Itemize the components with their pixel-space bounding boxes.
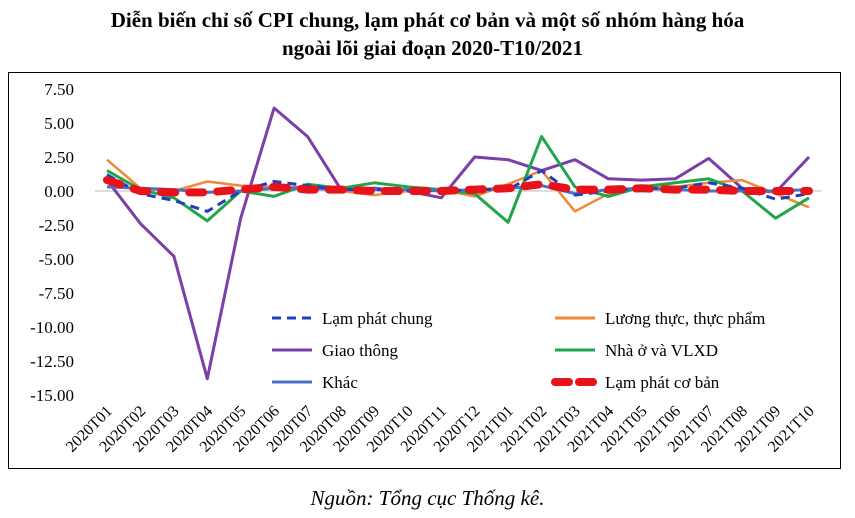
legend-label: Giao thông [322,341,399,360]
chart-title-line-2: ngoài lõi giai đoạn 2020-T10/2021 [281,36,584,60]
y-tick-label: -15.00 [30,386,74,405]
legend-label: Nhà ở và VLXD [605,341,718,360]
y-tick-label: -10.00 [30,318,74,337]
legend-label: Khác [322,373,358,392]
source-note: Nguồn: Tổng cục Thống kê. [310,486,545,510]
series-line-2 [105,106,811,381]
series-line-1 [106,158,810,213]
series-line-5 [103,176,813,197]
y-tick-label: 2.50 [44,148,74,167]
y-tick-label: 0.00 [44,182,74,201]
chart-title-line-1: Diễn biến chỉ số CPI chung, lạm phát cơ … [110,8,745,32]
y-tick-label: -12.50 [30,352,74,371]
legend-label: Lạm phát cơ bản [605,373,720,392]
legend-label: Lương thực, thực phẩm [605,309,765,328]
y-axis: 7.50 5.00 2.50 0.00 -2.50 -5.00 -7.50 -10.00 -12… [30,80,74,405]
y-tick-label: -5.00 [39,250,74,269]
y-tick-label: 7.50 [44,80,74,99]
plot-frame [8,72,841,469]
series-lines [103,106,813,381]
legend-label: Lạm phát chung [322,309,433,328]
y-tick-label: -7.50 [39,284,74,303]
legend: Lạm phát chung Lương thực, thực phẩm Giao … [272,309,765,392]
y-tick-label: 5.00 [44,114,74,133]
y-tick-label: -2.50 [39,216,74,235]
